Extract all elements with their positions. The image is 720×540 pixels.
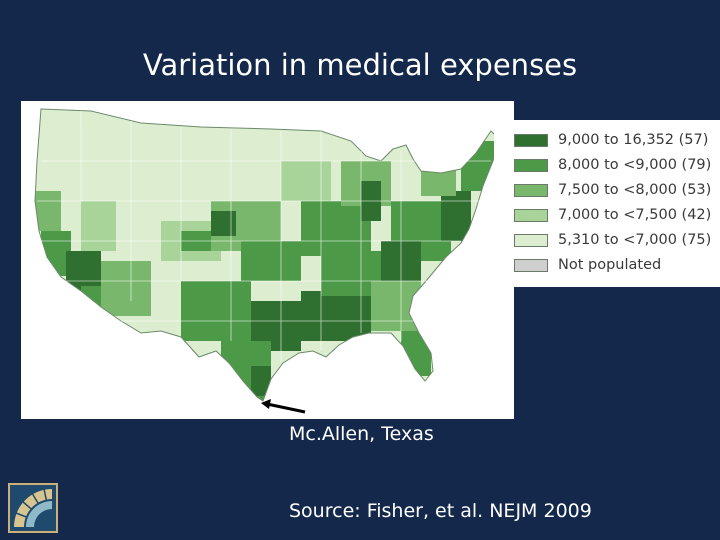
legend-label: 8,000 to <9,000 (79) — [558, 157, 712, 173]
legend-label: 7,500 to <8,000 (53) — [558, 182, 712, 198]
institution-logo-icon — [8, 483, 58, 533]
map-legend: 9,000 to 16,352 (57) 8,000 to <9,000 (79… — [494, 120, 720, 287]
slide-title: Variation in medical expenses — [142, 48, 578, 82]
us-choropleth-map — [21, 101, 514, 419]
legend-label: 5,310 to <7,000 (75) — [558, 232, 712, 248]
legend-swatch — [514, 183, 548, 197]
legend-swatch — [514, 258, 548, 272]
legend-swatch — [514, 133, 548, 147]
legend-item: 7,000 to <7,500 (42) — [514, 206, 711, 224]
legend-label: 7,000 to <7,500 (42) — [558, 207, 712, 223]
legend-item: Not populated — [514, 256, 661, 274]
legend-item: 7,500 to <8,000 (53) — [514, 181, 711, 199]
pointer-arrow-icon — [261, 399, 306, 414]
source-citation: Source: Fisher, et al. NEJM 2009 — [289, 500, 592, 522]
legend-item: 8,000 to <9,000 (79) — [514, 156, 711, 174]
legend-item: 9,000 to 16,352 (57) — [514, 131, 708, 149]
legend-label: Not populated — [558, 257, 662, 273]
us-map-svg — [21, 101, 514, 419]
legend-swatch — [514, 233, 548, 247]
legend-item: 5,310 to <7,000 (75) — [514, 231, 711, 249]
legend-swatch — [514, 208, 548, 222]
location-caption: Mc.Allen, Texas — [289, 423, 434, 445]
legend-swatch — [514, 158, 548, 172]
legend-label: 9,000 to 16,352 (57) — [558, 132, 709, 148]
